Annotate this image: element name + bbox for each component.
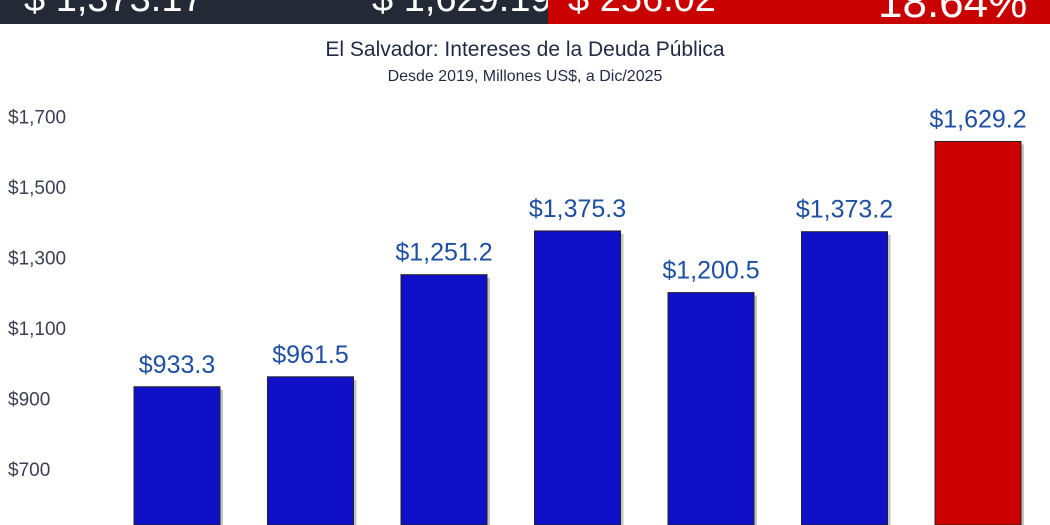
- data-label: $1,375.3: [529, 195, 626, 223]
- band-value-1: $ 1,373.17: [24, 0, 204, 21]
- header-band: $ 1,373.17 $ 1,629.19 $ 256.02 18.64%: [0, 0, 1050, 24]
- data-label: $1,251.2: [395, 239, 492, 267]
- bar: [801, 231, 888, 525]
- band-value-4: 18.64%: [878, 0, 1027, 24]
- band-red: $ 256.02 18.64%: [548, 0, 1050, 24]
- data-label: $961.5: [272, 341, 348, 369]
- data-label: $1,200.5: [662, 257, 759, 285]
- y-tick-label: $1,100: [8, 319, 66, 340]
- bar: [534, 230, 621, 525]
- bar: [934, 140, 1022, 525]
- band-dark: $ 1,373.17 $ 1,629.19: [0, 0, 548, 24]
- bar: [400, 274, 488, 525]
- data-label: $933.3: [139, 351, 215, 379]
- chart-title: El Salvador: Intereses de la Deuda Públi…: [325, 38, 725, 61]
- band-value-2: $ 1,629.19: [372, 0, 548, 21]
- y-tick-label: $1,500: [8, 178, 66, 199]
- chart-subtitle: Desde 2019, Millones US$, a Dic/2025: [387, 68, 663, 85]
- bar: [133, 386, 221, 525]
- y-tick-label: $900: [8, 390, 50, 411]
- y-tick-label: $1,700: [8, 108, 66, 129]
- y-tick-label: $700: [8, 460, 50, 481]
- data-label: $1,373.2: [796, 196, 893, 224]
- bar: [267, 376, 354, 525]
- bar: [667, 292, 755, 525]
- y-tick-label: $1,300: [8, 249, 66, 270]
- data-label: $1,629.2: [929, 105, 1026, 133]
- band-value-3: $ 256.02: [568, 0, 716, 21]
